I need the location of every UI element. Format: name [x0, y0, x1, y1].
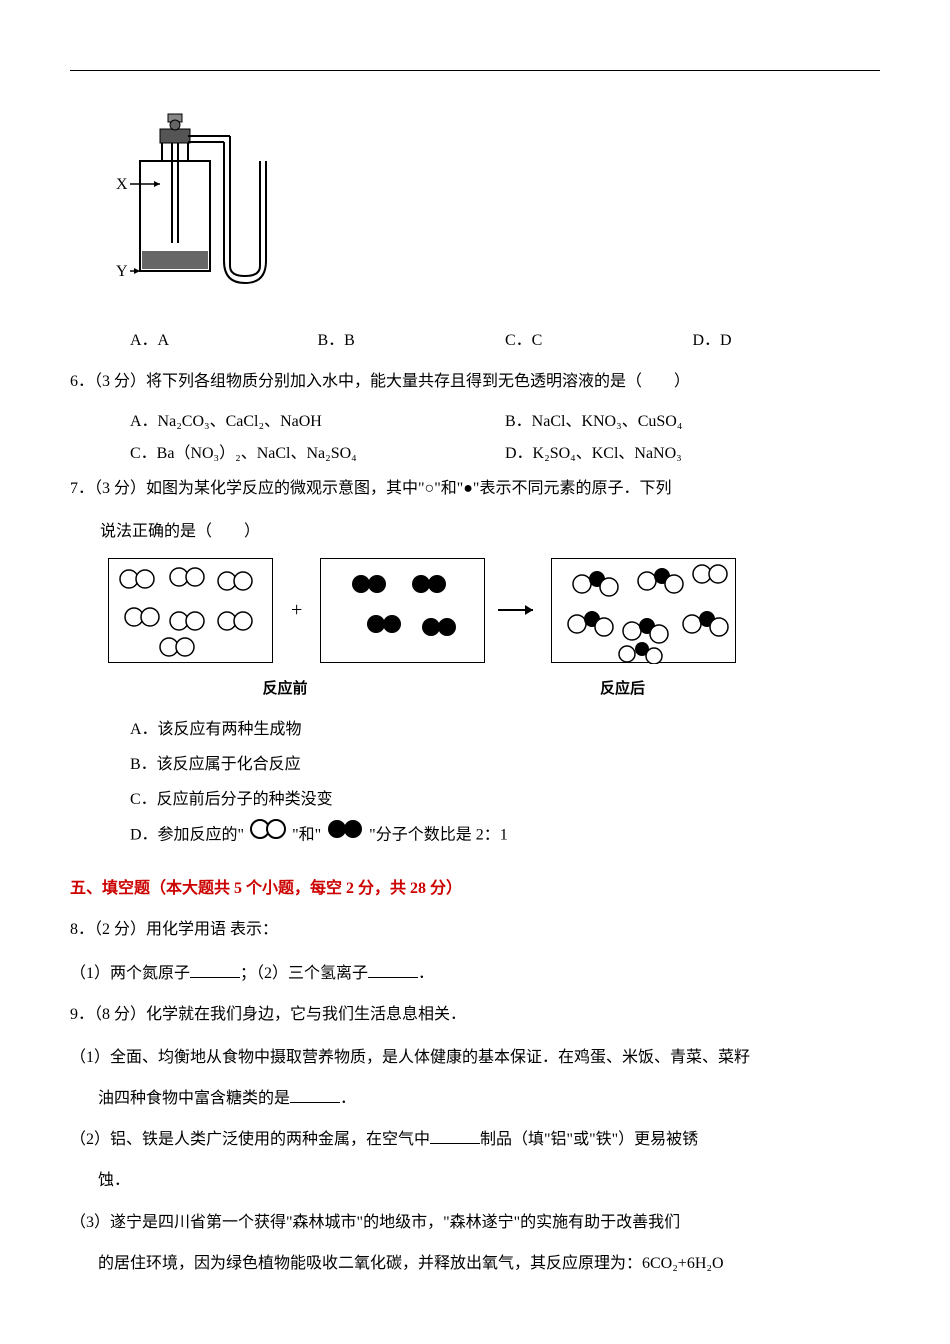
- q7-opt-d-pre: D．参加反应的": [130, 826, 244, 843]
- q9-sub1-l2: 油四种食物中富含糖类的是 ．: [70, 1081, 880, 1116]
- label-before: 反应前: [100, 677, 470, 698]
- reactant-box-2: [320, 558, 485, 663]
- reaction-arrow: [493, 595, 543, 625]
- q7-prompt-line2: 说法正确的是（ ）: [70, 514, 880, 549]
- q9-sub3-l2: 的居住环境，因为绿色植物能吸收二氧化碳，并释放出氧气，其反应原理为：6CO₂+6…: [70, 1246, 880, 1281]
- q6-prompt: 6．（3 分）将下列各组物质分别加入水中，能大量共存且得到无色透明溶液的是（ ）: [70, 364, 880, 399]
- q8-sub1-mid: ；（2）三个氢离子: [240, 965, 368, 982]
- q9-sub1-l1: （1）全面、均衡地从食物中摄取营养物质，是人体健康的基本保证．在鸡蛋、米饭、青菜…: [70, 1040, 880, 1075]
- q5-opt-d: D．D: [693, 326, 881, 350]
- q9-sub2-l2: 蚀．: [70, 1163, 880, 1198]
- section-5-title: 五、填空题（本大题共 5 个小题，每空 2 分，共 28 分）: [70, 874, 880, 898]
- q5-options: A．A B．B C．C D．D: [130, 326, 880, 350]
- q7-opt-a: A．该反应有两种生成物: [130, 712, 880, 747]
- reactant-box-1: [108, 558, 273, 663]
- q9-sub2-l1: （2）铝、铁是人类广泛使用的两种金属，在空气中 制品（填"铝"或"铁"）更易被锈: [70, 1122, 880, 1157]
- q7-opt-d-post: "分子个数比是 2：1: [369, 826, 508, 843]
- q9-sub3-l1: （3）遂宁是四川省第一个获得"森林城市"的地级市，"森林遂宁"的实施有助于改善我…: [70, 1205, 880, 1240]
- plus-sign: +: [291, 599, 302, 622]
- q7-opt-d-mid: "和": [292, 826, 321, 843]
- q6-opt-c: C．Ba（NO₃）₂、NaCl、Na₂SO₄: [130, 439, 505, 463]
- q7-opt-d: D．参加反应的" "和" "分子个数比是 2：1: [130, 817, 880, 854]
- blank-field: [368, 962, 418, 978]
- label-after: 反应后: [530, 677, 715, 698]
- q9-prompt: 9．（8 分）化学就在我们身边，它与我们生活息息相关．: [70, 997, 880, 1032]
- q9-sub2-l1-post: 制品（填"铝"或"铁"）更易被锈: [480, 1131, 698, 1148]
- q8-sub1: （1）两个氮原子 ；（2）三个氢离子 ．: [70, 956, 880, 991]
- q5-opt-b: B．B: [318, 326, 506, 350]
- q7-opt-c: C．反应前后分子的种类没变: [130, 782, 880, 817]
- q8-sub1-post: ．: [418, 965, 434, 982]
- svg-text:Y: Y: [116, 263, 128, 280]
- blank-field: [290, 1087, 340, 1103]
- q7-prompt-line1: 7．（3 分）如图为某化学反应的微观示意图，其中"○"和"●"表示不同元素的原子…: [70, 471, 880, 506]
- header-rule: [70, 70, 880, 71]
- reaction-labels: 反应前 反应后: [100, 677, 880, 698]
- q8-prompt: 8．（2 分）用化学用语 表示：: [70, 912, 880, 947]
- q6-opt-b: B．NaCl、KNO₃、CuSO₄: [505, 407, 880, 431]
- svg-text:X: X: [116, 176, 128, 193]
- blank-field: [190, 962, 240, 978]
- q9-sub1-l2-post: ．: [340, 1090, 356, 1107]
- q5-opt-a: A．A: [130, 326, 318, 350]
- q9-sub2-l1-pre: （2）铝、铁是人类广泛使用的两种金属，在空气中: [70, 1131, 430, 1148]
- blank-field: [430, 1128, 480, 1144]
- q6-opt-a: A．Na₂CO₃、CaCl₂、NaOH: [130, 407, 505, 431]
- q9-sub1-l2-pre: 油四种食物中富含糖类的是: [98, 1090, 290, 1107]
- q7-opt-b: B．该反应属于化合反应: [130, 747, 880, 782]
- product-box: [551, 558, 736, 663]
- reaction-diagram: +: [100, 558, 880, 663]
- white-molecule-icon: [248, 817, 288, 854]
- black-molecule-icon: [325, 817, 365, 854]
- apparatus-diagram: X Y: [110, 111, 880, 306]
- q6-opt-d: D．K₂SO₄、KCl、NaNO₃: [505, 439, 880, 463]
- q8-sub1-pre: （1）两个氮原子: [70, 965, 190, 982]
- q5-opt-c: C．C: [505, 326, 693, 350]
